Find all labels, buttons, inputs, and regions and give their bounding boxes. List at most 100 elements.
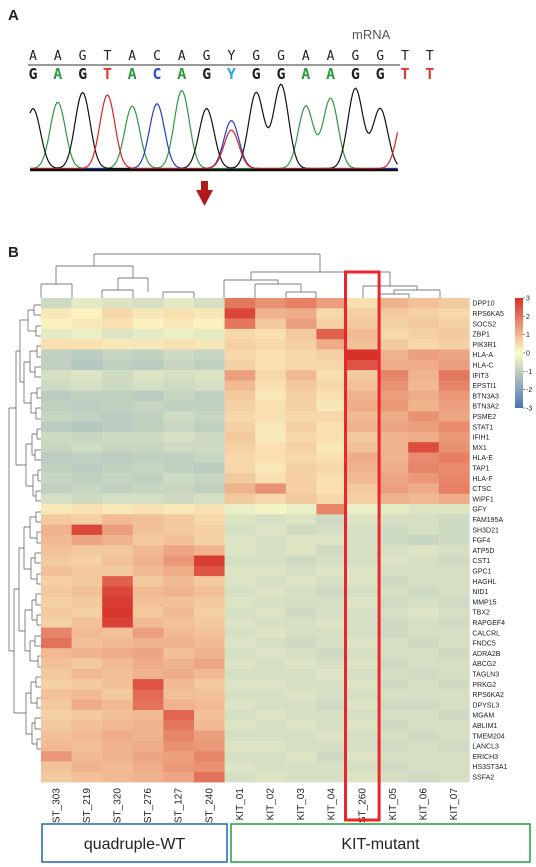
heatmap-cell	[194, 483, 225, 494]
heatmap-cell	[194, 648, 225, 659]
heatmap-cell	[377, 390, 409, 402]
heatmap-cell	[224, 483, 256, 494]
gene-label: HLA-A	[472, 352, 493, 359]
gene-label: CST1	[472, 558, 490, 565]
heatmap-cell	[132, 411, 164, 422]
heatmap-cell	[255, 751, 287, 762]
heatmap-cell	[71, 504, 103, 515]
heatmap-cell	[41, 565, 72, 577]
heatmap-cell	[102, 637, 134, 649]
heatmap-cell	[438, 349, 470, 361]
sample-label: GIST_276	[143, 788, 154, 834]
heatmap-cell	[285, 411, 317, 422]
heatmap-cell	[163, 699, 195, 711]
heatmap-cell	[163, 668, 195, 680]
heatmap-cell	[194, 401, 225, 412]
gene-label: WIPF1	[472, 496, 493, 503]
heatmap-cell	[377, 524, 409, 536]
heatmap-cell	[194, 339, 225, 350]
heatmap-cell	[224, 421, 256, 433]
heatmap-cell	[163, 514, 195, 525]
heatmap-cell	[285, 679, 317, 690]
heatmap-cell	[438, 607, 470, 618]
heatmap-cell	[102, 740, 134, 752]
base-call: A	[177, 65, 186, 83]
heatmap-cell	[71, 586, 103, 597]
heatmap-cell	[438, 504, 470, 515]
heatmap-cell	[285, 493, 317, 505]
heatmap-cell	[255, 401, 287, 412]
heatmap-cell	[408, 534, 440, 546]
base-call: C	[152, 65, 161, 83]
heatmap-cell	[163, 658, 195, 670]
heatmap-cell	[132, 298, 164, 309]
heatmap-cell	[194, 699, 225, 711]
heatmap-cell	[377, 617, 409, 628]
heatmap-cell	[71, 668, 103, 680]
heatmap-cell	[377, 411, 409, 422]
base-call: T	[103, 65, 112, 83]
heatmap-cell	[408, 565, 440, 577]
heatmap-cell	[41, 534, 72, 546]
heatmap-cell	[408, 679, 440, 690]
heatmap-cell	[132, 658, 164, 670]
heatmap-cell	[224, 761, 256, 773]
heatmap-cell	[102, 493, 134, 505]
heatmap-cell	[41, 648, 72, 659]
top-sequence-base: A	[128, 49, 136, 64]
heatmap-cell	[163, 298, 195, 309]
heatmap-cell	[347, 545, 378, 556]
heatmap-cell	[102, 586, 134, 597]
heatmap-cell	[194, 751, 225, 762]
heatmap-cell	[194, 390, 225, 402]
heatmap-cell	[163, 710, 195, 721]
heatmap-cell	[71, 514, 103, 525]
heatmap-cell	[224, 318, 256, 330]
heatmap-cell	[102, 679, 134, 690]
heatmap-cell	[132, 751, 164, 762]
heatmap-cell	[285, 524, 317, 536]
gene-label: SSFA2	[472, 775, 494, 782]
heatmap-cell	[347, 710, 378, 721]
heatmap-cell	[194, 308, 225, 319]
heatmap-cell	[224, 586, 256, 597]
heatmap-cell	[316, 452, 348, 464]
heatmap-cell	[377, 339, 409, 350]
heatmap-cell	[316, 370, 348, 381]
heatmap-cell	[41, 637, 72, 649]
heatmap-cell	[194, 668, 225, 680]
gene-label: IFIH1	[472, 435, 489, 442]
heatmap-cell	[316, 473, 348, 484]
gene-label: MGAM	[472, 713, 494, 720]
heatmap-cell	[102, 390, 134, 402]
heatmap-cell	[316, 442, 348, 453]
heatmap-cell	[347, 473, 378, 484]
heatmap-cell	[132, 431, 164, 443]
heatmap-cell	[41, 627, 72, 639]
heatmap-cell	[163, 545, 195, 556]
heatmap-cell	[41, 298, 72, 309]
heatmap-cell	[285, 318, 317, 330]
heatmap-cell	[438, 514, 470, 525]
variant-arrow-icon	[196, 181, 213, 206]
heatmap-cell	[102, 442, 134, 453]
heatmap-cell	[408, 442, 440, 453]
heatmap-cell	[255, 359, 287, 371]
top-sequence-base: A	[178, 49, 186, 64]
heatmap-cell	[438, 308, 470, 319]
heatmap-cell	[71, 318, 103, 330]
heatmap-cell	[255, 411, 287, 422]
heatmap-cell	[224, 390, 256, 402]
heatmap-cell	[408, 421, 440, 433]
heatmap-cell	[71, 658, 103, 670]
heatmap-cell	[377, 596, 409, 608]
heatmap-cell	[316, 627, 348, 639]
heatmap-cell	[438, 565, 470, 577]
heatmap-cell	[377, 431, 409, 443]
gene-label: MX1	[472, 445, 487, 452]
heatmap-cell	[285, 617, 317, 628]
heatmap-cell	[255, 421, 287, 433]
heatmap-cell	[377, 462, 409, 474]
heatmap-cell	[163, 740, 195, 752]
colorbar	[515, 298, 523, 408]
